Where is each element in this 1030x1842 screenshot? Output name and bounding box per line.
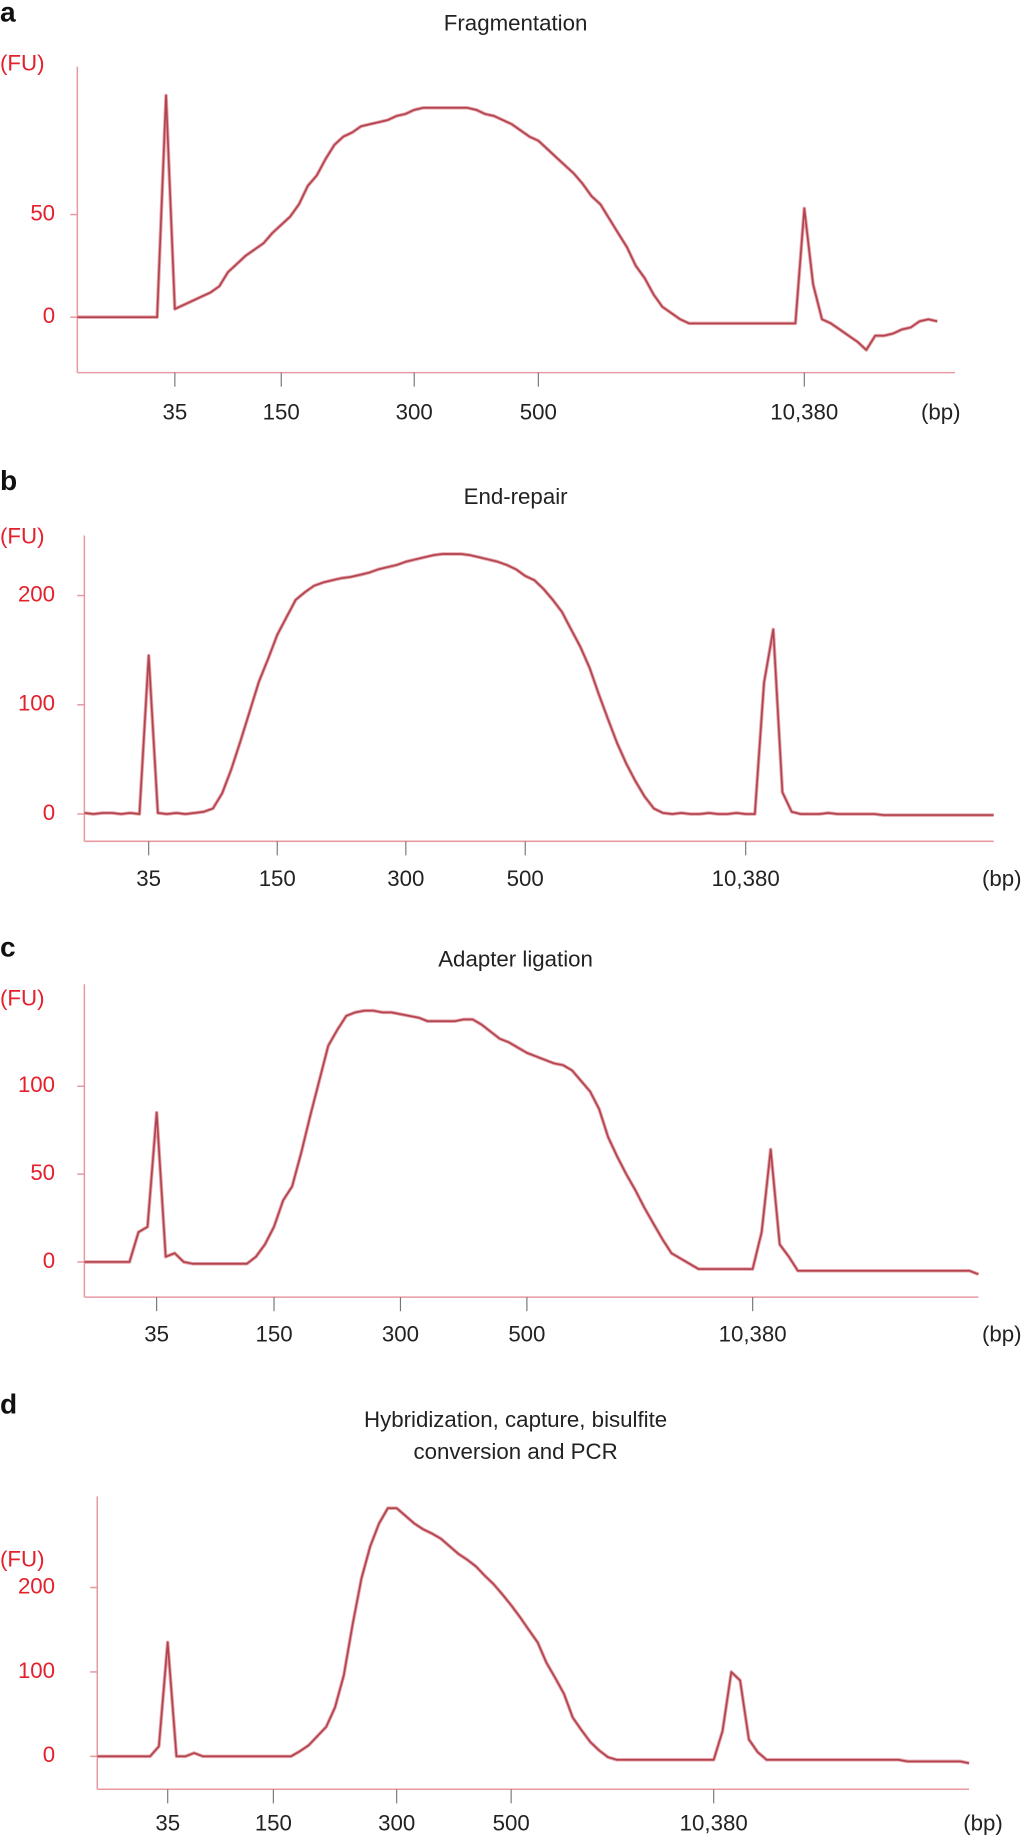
y-axis-label: (FU) xyxy=(0,985,44,1010)
x-tick-label: 10,380 xyxy=(770,399,838,424)
y-tick-label: 0 xyxy=(43,1742,55,1767)
y-tick-label: 50 xyxy=(30,1160,55,1185)
chart-title: Hybridization, capture, bisulfite conver… xyxy=(363,1408,668,1465)
x-tick-label: 150 xyxy=(263,399,300,424)
trace xyxy=(84,553,994,816)
chart-title-box: Adapter ligation xyxy=(438,947,593,973)
x-tick-label: 150 xyxy=(259,866,296,891)
x-tick-label: 10,380 xyxy=(680,1810,748,1835)
x-tick-label: 300 xyxy=(382,1322,419,1347)
x-tick-label: 10,380 xyxy=(719,1322,787,1347)
panel-label: c xyxy=(0,932,16,963)
x-tick-label: 500 xyxy=(493,1810,530,1835)
x-tick-label: 500 xyxy=(520,399,557,424)
y-tick-label: 100 xyxy=(18,1658,55,1683)
x-axis-label: (bp) xyxy=(982,866,1022,891)
x-tick-label: 300 xyxy=(396,399,433,424)
trace-halo xyxy=(84,552,994,817)
y-axis-label: (FU) xyxy=(0,1547,44,1572)
chart-title-box: Fragmentation xyxy=(443,11,588,37)
x-tick-label: 35 xyxy=(155,1810,180,1835)
panel-label: b xyxy=(0,465,17,496)
x-tick-label: 300 xyxy=(387,866,424,891)
chart-title-box: Hybridization, capture, bisulfite conver… xyxy=(363,1408,668,1465)
chart-title: Fragmentation xyxy=(443,11,588,37)
y-tick-label: 0 xyxy=(43,800,55,825)
panel-label: a xyxy=(0,0,16,27)
y-tick-label: 200 xyxy=(18,1573,55,1598)
y-tick-label: 0 xyxy=(43,303,55,328)
x-tick-label: 10,380 xyxy=(712,866,780,891)
trace xyxy=(77,94,938,351)
trace xyxy=(97,1507,970,1764)
y-tick-label: 100 xyxy=(18,1072,55,1097)
y-tick-label: 100 xyxy=(18,691,55,716)
x-tick-label: 150 xyxy=(255,1810,292,1835)
x-tick-label: 500 xyxy=(507,866,544,891)
panel-label: d xyxy=(0,1389,17,1420)
chart-title: Adapter ligation xyxy=(438,947,593,973)
y-tick-label: 200 xyxy=(18,581,55,606)
y-tick-label: 0 xyxy=(43,1248,55,1273)
y-tick-label: 50 xyxy=(30,200,55,225)
trace-halo xyxy=(77,93,938,352)
x-tick-label: 35 xyxy=(144,1322,169,1347)
x-axis-label: (bp) xyxy=(921,399,961,424)
trace xyxy=(84,1009,979,1276)
x-tick-label: 150 xyxy=(255,1322,292,1347)
x-tick-label: 35 xyxy=(136,866,161,891)
y-axis-label: (FU) xyxy=(0,50,44,75)
chart-title-box: End-repair xyxy=(463,485,568,510)
trace-halo xyxy=(84,1008,980,1276)
y-axis-label: (FU) xyxy=(0,524,44,549)
chart-title: End-repair xyxy=(463,485,568,510)
x-axis-label: (bp) xyxy=(982,1322,1022,1347)
x-tick-label: 500 xyxy=(508,1322,545,1347)
x-axis-label: (bp) xyxy=(963,1810,1003,1835)
x-tick-label: 35 xyxy=(162,399,187,424)
x-tick-label: 300 xyxy=(378,1810,415,1835)
